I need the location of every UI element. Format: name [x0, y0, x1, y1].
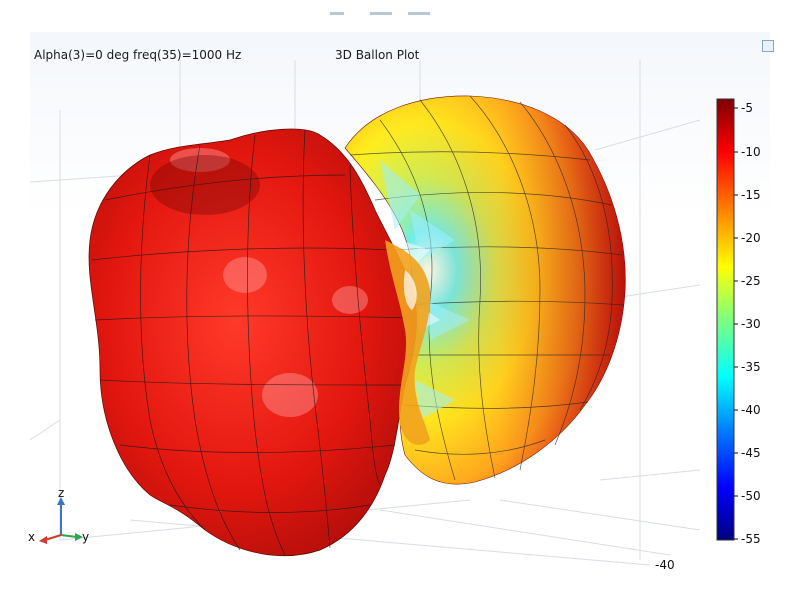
colorbar-tick: -5	[741, 101, 753, 115]
balloon-right-lobe	[344, 95, 626, 485]
axis-tick-label: -40	[655, 558, 675, 572]
colorbar	[716, 98, 738, 541]
balloon-waist	[385, 240, 431, 445]
y-axis-label: y	[82, 530, 89, 544]
window-title-marks	[330, 12, 430, 15]
colorbar-tick: -45	[741, 446, 761, 460]
colorbar-tick: -10	[741, 145, 761, 159]
colorbar-tick: -40	[741, 403, 761, 417]
colorbar-gradient	[716, 98, 735, 541]
colorbar-tick: -15	[741, 188, 761, 202]
x-axis-label: x	[28, 530, 35, 544]
view-toggle-icon[interactable]	[762, 40, 774, 52]
balloon-left-lobe	[88, 128, 417, 557]
plot-parameter-title: Alpha(3)=0 deg freq(35)=1000 Hz	[34, 48, 242, 62]
colorbar-tick: -55	[741, 532, 761, 546]
colorbar-tick: -50	[741, 489, 761, 503]
colorbar-tick: -20	[741, 231, 761, 245]
colorbar-tick: -30	[741, 317, 761, 331]
plot-title: 3D Ballon Plot	[335, 48, 420, 62]
axis-triad	[39, 497, 83, 544]
colorbar-tick: -35	[741, 360, 761, 374]
z-axis-label: z	[58, 486, 64, 500]
colorbar-tick: -25	[741, 274, 761, 288]
